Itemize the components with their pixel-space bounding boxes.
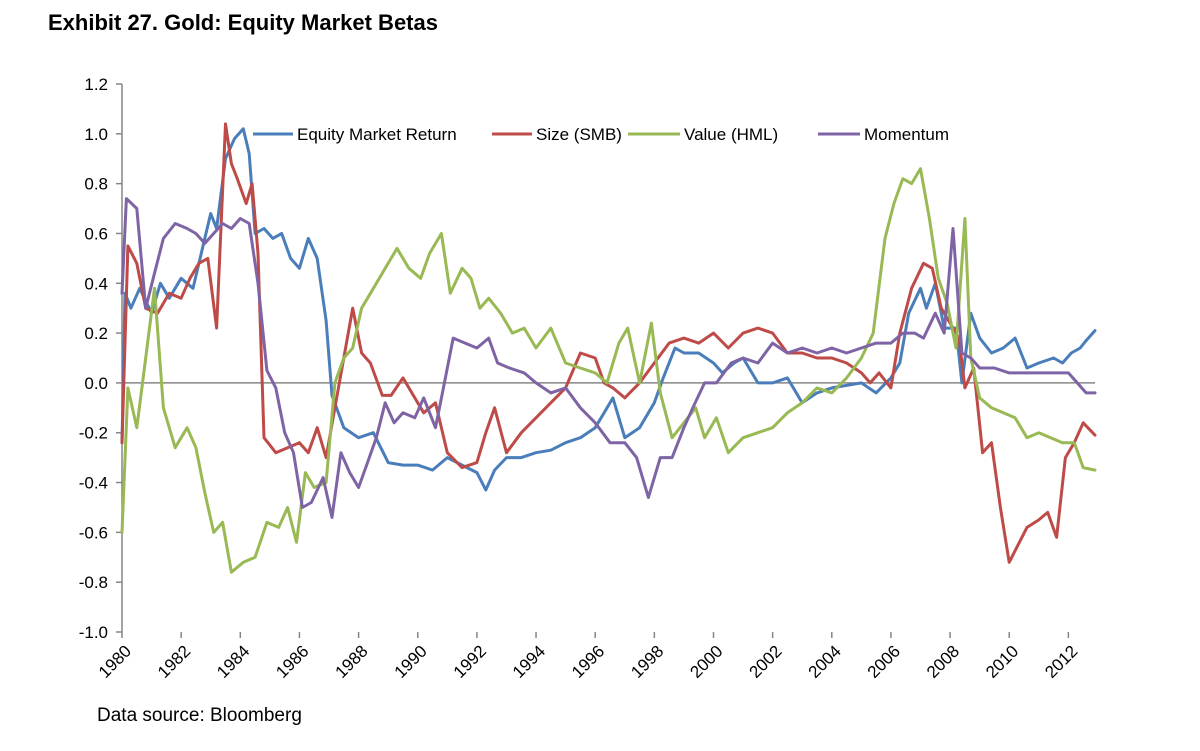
series-line-3: [120, 197, 1097, 519]
y-tick-label: 1.0: [84, 125, 108, 144]
series-line-1: [120, 122, 1097, 564]
y-tick-label: 0.8: [84, 175, 108, 194]
x-tick-label: 1982: [154, 642, 194, 682]
y-tick-label: -0.6: [79, 523, 108, 542]
y-tick-label: 0.2: [84, 324, 108, 343]
y-tick-label: 0.6: [84, 224, 108, 243]
x-tick-label: 1980: [95, 642, 135, 682]
chart-title: Exhibit 27. Gold: Equity Market Betas: [48, 10, 438, 35]
y-tick-label: -0.4: [79, 474, 108, 493]
x-tick-label: 2008: [923, 642, 963, 682]
y-tick-label: -1.0: [79, 623, 108, 642]
y-tick-label: -0.8: [79, 573, 108, 592]
y-tick-label: 0.4: [84, 274, 108, 293]
x-tick-label: 1990: [391, 642, 431, 682]
legend-label: Momentum: [864, 125, 949, 144]
x-tick-label: 1996: [568, 642, 608, 682]
legend-label: Value (HML): [684, 125, 778, 144]
x-tick-label: 2012: [1041, 642, 1081, 682]
y-tick-label: -0.2: [79, 424, 108, 443]
x-tick-label: 2006: [864, 642, 904, 682]
x-tick-label: 1998: [627, 642, 667, 682]
x-tick-label: 2002: [746, 642, 786, 682]
data-source-note: Data source: Bloomberg: [97, 705, 302, 726]
series-line-2: [120, 167, 1097, 574]
x-tick-label: 1984: [213, 642, 253, 682]
legend-label: Size (SMB): [536, 125, 622, 144]
x-tick-label: 1992: [450, 642, 490, 682]
x-tick-label: 2000: [686, 642, 726, 682]
x-tick-label: 2004: [805, 642, 845, 682]
x-tick-label: 1988: [331, 642, 371, 682]
x-tick-label: 1994: [509, 642, 549, 682]
y-tick-label: 1.2: [84, 75, 108, 94]
legend-label: Equity Market Return: [297, 125, 457, 144]
y-tick-label: 0.0: [84, 374, 108, 393]
x-tick-label: 2010: [982, 642, 1022, 682]
x-tick-label: 1986: [272, 642, 312, 682]
series-line-0: [120, 127, 1097, 492]
